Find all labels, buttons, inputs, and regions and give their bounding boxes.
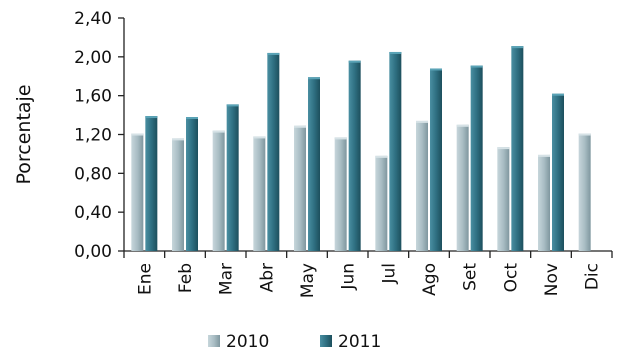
bar-2010-Mar (212, 130, 225, 251)
bar-top-2010-Nov (538, 154, 550, 157)
bar-top-2011-Mar (226, 104, 239, 107)
bar-top-2011-Ago (430, 68, 442, 71)
bar-2011-Feb (186, 117, 198, 252)
bar-top-2011-Feb (186, 117, 198, 120)
x-tick-label: Nov (542, 263, 562, 296)
bar-2010-Abr (253, 136, 266, 251)
x-tick-label: Abr (257, 263, 277, 292)
x-tick-label: Jul (379, 263, 399, 285)
legend-label-2011: 2011 (338, 332, 381, 352)
bar-top-2011-Ene (145, 116, 158, 119)
x-tick-label: Dic (583, 263, 603, 290)
bar-2010-Oct (497, 147, 510, 251)
x-tick-label: Ago (420, 263, 440, 296)
bar-2011-Mar (226, 104, 239, 251)
bar-2010-Dic (578, 133, 591, 251)
bar-top-2010-Abr (253, 136, 266, 139)
bar-top-2010-Jul (375, 155, 388, 158)
bar-2010-Ene (131, 133, 144, 251)
bar-top-2010-Ago (416, 120, 428, 123)
bar-2010-Ago (416, 120, 428, 252)
x-axis: Ene Feb Mar Abr May Jun Jul Ago Set Oct Nov Dic (123, 250, 613, 298)
bar-2011-Set (470, 65, 483, 251)
bar-2011-Jun (348, 60, 361, 251)
legend-swatch-2010 (208, 335, 220, 347)
legend-swatch-2011 (320, 335, 332, 347)
y-tick-label: 2,00 (74, 48, 112, 68)
bar-top-2010-Ene (131, 133, 144, 136)
legend: 2010 2011 (208, 332, 381, 352)
bar-2010-Nov (538, 154, 550, 251)
x-tick-label: Ene (135, 263, 155, 295)
y-axis-label: Porcentaje (13, 84, 35, 184)
bar-2011-May (308, 77, 320, 252)
bar-2010-May (294, 125, 306, 251)
bar-top-2011-Abr (267, 52, 280, 55)
y-tick-label: 1,60 (74, 87, 112, 107)
bar-top-2010-Mar (212, 130, 225, 133)
bars (131, 46, 591, 252)
x-tick-label: Set (461, 263, 481, 291)
bar-top-2010-Feb (172, 138, 184, 141)
y-tick-label: 0,80 (74, 164, 112, 184)
x-tick-label: May (298, 263, 318, 298)
legend-label-2010: 2010 (226, 332, 269, 352)
y-tick-label: 2,40 (74, 9, 112, 29)
bar-top-2010-Set (456, 124, 469, 127)
bar-top-2011-Nov (552, 93, 564, 96)
y-tick-label: 0,40 (74, 203, 112, 223)
bar-2010-Feb (172, 138, 184, 251)
bar-top-2010-Dic (578, 133, 591, 136)
bar-top-2011-Oct (511, 46, 524, 49)
bar-2011-Abr (267, 52, 280, 252)
bar-top-2010-May (294, 125, 306, 128)
bar-top-2010-Jun (334, 137, 347, 140)
bar-2011-Oct (511, 46, 524, 251)
bar-top-2011-Set (470, 65, 483, 68)
x-tick-label: Jun (339, 263, 359, 291)
y-tick-label: 0,00 (74, 242, 112, 262)
bar-top-2011-Jun (348, 60, 361, 63)
bar-2011-Ene (145, 116, 158, 251)
y-tick-label: 1,20 (74, 126, 112, 146)
bar-top-2011-May (308, 77, 320, 80)
x-tick-label: Mar (217, 263, 237, 295)
bar-2011-Jul (389, 51, 402, 251)
bar-top-2010-Oct (497, 147, 510, 150)
x-tick-label: Feb (176, 263, 196, 293)
bar-2010-Jun (334, 137, 347, 251)
bar-2010-Set (456, 124, 469, 251)
bar-2010-Jul (375, 155, 388, 251)
x-tick-label: Oct (501, 263, 521, 293)
bar-2011-Nov (552, 93, 564, 251)
y-axis: 0,00 0,40 0,80 1,20 1,60 2,00 2,40 (74, 9, 125, 262)
bar-top-2011-Jul (389, 51, 402, 54)
bar-2011-Ago (430, 68, 442, 251)
